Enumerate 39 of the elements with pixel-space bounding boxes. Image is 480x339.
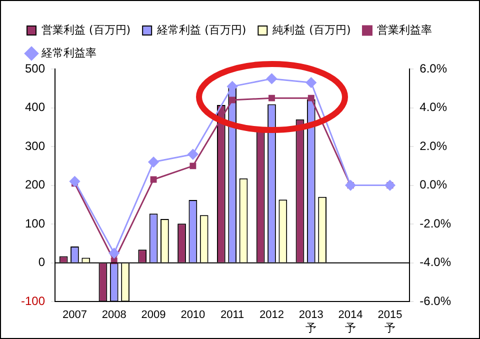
y2-tick-label: 4.0%: [420, 100, 448, 114]
y2-tick-label: 6.0%: [420, 61, 448, 76]
x-tick-label: 2014 予: [338, 309, 363, 334]
point: [229, 96, 236, 104]
y-tick-label: 300: [24, 138, 46, 153]
y2-tick-label: -2.0%: [420, 216, 452, 230]
y2-tick-label: -4.0%: [420, 255, 452, 270]
y-tick-label: 100: [24, 216, 46, 230]
point: [268, 94, 275, 102]
x-tick-label: 2015 予: [378, 309, 402, 334]
y-tick-label: 200: [24, 178, 46, 192]
x-tick-label: 2007: [62, 309, 87, 322]
x-tick-label: 2012: [259, 309, 284, 322]
y-tick-label: 0: [38, 255, 46, 270]
legend-label: 営業利益 (百万円): [42, 23, 131, 36]
y2-tick-label: -6.0%: [420, 294, 452, 308]
y-tick-label: 500: [24, 61, 46, 76]
point: [150, 176, 157, 183]
x-tick-label: 2010: [180, 309, 206, 322]
x-tick-label: 2011: [220, 309, 244, 322]
legend-label: 経常利益 (百万円): [156, 23, 246, 36]
legend-label: 営業利益率: [377, 23, 432, 36]
point: [108, 248, 120, 258]
legend-label: 経常利益率: [40, 46, 96, 60]
point: [190, 162, 196, 170]
x-tick-label: 2008: [102, 309, 126, 322]
y2-tick-label: 2.0%: [420, 138, 448, 153]
y-tick-label: -100: [20, 294, 46, 308]
point: [266, 73, 277, 84]
point: [69, 176, 80, 187]
point: [188, 149, 198, 160]
point: [306, 77, 316, 88]
point: [308, 94, 314, 102]
x-tick-label: 2013 予: [298, 309, 324, 334]
point: [148, 156, 159, 168]
y2-tick-label: 0.0%: [420, 178, 448, 192]
y-tick-label: 400: [24, 100, 46, 114]
x-tick-label: 2009: [141, 309, 166, 322]
legend-label: 純利益 (百万円): [272, 23, 351, 36]
